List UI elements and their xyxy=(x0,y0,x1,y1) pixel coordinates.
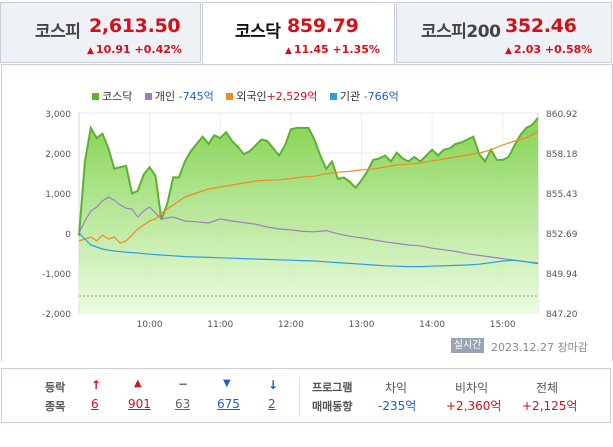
breadth-label-1: 등락 xyxy=(45,381,66,394)
summary-panel: 등락 종목 ↑ 6 ▲ 901 − 63 ▼ 675 ↓ 2 프로그램 매매동향… xyxy=(1,368,611,423)
left-axis-tick: -2,000 xyxy=(42,310,71,320)
left-axis-tick: 1,000 xyxy=(45,190,71,200)
institution-line xyxy=(78,232,539,268)
lower-limit-count[interactable]: 2 xyxy=(268,397,276,411)
legend-individual[interactable]: 개인 -745억 xyxy=(144,88,214,104)
up-triangle-icon: ▲ xyxy=(505,46,512,56)
left-axis-tick: 0 xyxy=(65,230,71,240)
fall-triangle-icon: ▼ xyxy=(223,378,231,389)
foreign-line xyxy=(78,131,539,244)
x-axis-tick: 10:00 xyxy=(137,320,163,330)
program-label-1: 프로그램 xyxy=(312,381,353,394)
program-label-2: 매매동향 xyxy=(312,400,353,413)
individual-line xyxy=(78,196,539,264)
market-close-timestamp: 2023.12.27 장마감 xyxy=(491,341,588,354)
x-axis-tick: 15:00 xyxy=(490,320,516,330)
fall-count[interactable]: 675 xyxy=(217,397,240,411)
breadth-label-2: 종목 xyxy=(45,400,66,413)
kosdaq-area xyxy=(79,117,538,313)
right-axis-tick: 852.69 xyxy=(546,230,578,240)
up-triangle-icon: ▲ xyxy=(87,46,94,56)
tab-kospi200-value: 352.46 xyxy=(505,15,577,37)
unchanged-dash-icon: − xyxy=(178,377,189,391)
tab-kospi200[interactable]: 코스피200 352.46 ▲ 2.03 +0.58% xyxy=(396,2,612,63)
x-axis-tick: 14:00 xyxy=(419,320,445,330)
legend-foreign[interactable]: 외국인+2,529억 xyxy=(226,88,317,104)
index-tabs: 코스피 2,613.50 ▲ 10.91 +0.42% 코스닥 859.79 ▲ 1… xyxy=(0,0,613,65)
tab-kospi-name: 코스피 xyxy=(35,22,81,42)
tab-kospi200-name: 코스피200 xyxy=(421,22,501,42)
right-axis-tick: 858.18 xyxy=(546,150,578,160)
unchanged-count[interactable]: 63 xyxy=(175,397,191,411)
kosdaq-line xyxy=(78,117,539,236)
realtime-badge[interactable]: 실시간 xyxy=(451,338,484,353)
lower-limit-arrow-icon: ↓ xyxy=(268,378,279,392)
legend-swatch xyxy=(92,93,99,100)
left-axis-tick: -1,000 xyxy=(42,270,71,280)
tab-kosdaq-value: 859.79 xyxy=(287,15,359,37)
program-nonarbitrage-value: +2,360억 xyxy=(446,399,502,413)
tab-kospi[interactable]: 코스피 2,613.50 ▲ 10.91 +0.42% xyxy=(0,2,201,63)
right-axis-tick: 847.20 xyxy=(546,310,578,320)
program-arbitrage-value: -235억 xyxy=(378,399,417,413)
left-axis-tick: 2,000 xyxy=(45,150,71,160)
program-total-value: +2,125억 xyxy=(522,399,578,413)
tab-kospi-change: ▲ 10.91 +0.42% xyxy=(87,43,182,56)
legend-institution[interactable]: 기관 -766억 xyxy=(329,88,399,104)
divider xyxy=(299,377,300,417)
tab-kosdaq-change: ▲ 11.45 +1.35% xyxy=(285,43,380,56)
x-axis-tick: 12:00 xyxy=(278,320,304,330)
x-axis-tick: 13:00 xyxy=(348,320,374,330)
right-axis-tick: 860.92 xyxy=(546,110,578,120)
legend-swatch xyxy=(226,93,234,100)
right-axis-tick: 855.43 xyxy=(546,190,578,200)
right-axis-tick: 849.94 xyxy=(546,270,578,280)
rise-count[interactable]: 901 xyxy=(128,397,151,411)
left-axis-tick: 3,000 xyxy=(45,110,71,120)
tab-kospi200-change: ▲ 2.03 +0.58% xyxy=(505,43,593,56)
program-nonarbitrage-head: 비차익 xyxy=(455,381,489,395)
upper-limit-count[interactable]: 6 xyxy=(91,397,99,411)
legend-swatch xyxy=(144,93,152,100)
program-total-head: 전체 xyxy=(536,381,559,395)
up-triangle-icon: ▲ xyxy=(285,46,292,56)
chart-legend: 코스닥 개인 -745억 외국인+2,529억 기관 -766억 xyxy=(92,88,408,104)
upper-limit-arrow-icon: ↑ xyxy=(91,378,102,392)
x-axis-tick: 11:00 xyxy=(207,320,233,330)
rise-triangle-icon: ▲ xyxy=(134,378,142,389)
tab-kosdaq-name: 코스닥 xyxy=(235,22,281,42)
legend-swatch xyxy=(329,93,337,100)
program-arbitrage-head: 차익 xyxy=(385,381,408,395)
legend-kosdaq[interactable]: 코스닥 xyxy=(92,88,132,104)
tab-kospi-value: 2,613.50 xyxy=(89,15,181,37)
